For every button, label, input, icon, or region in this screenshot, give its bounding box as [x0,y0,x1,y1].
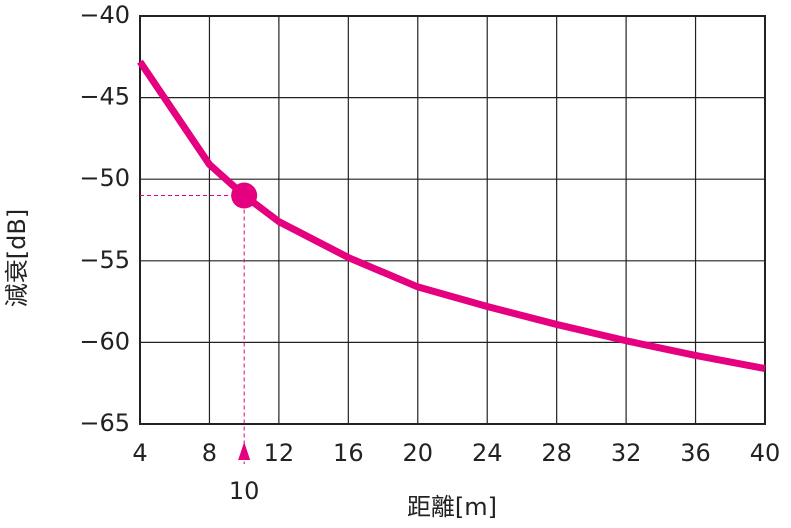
highlight-point [231,182,258,209]
y-tick-label: −60 [79,327,130,355]
y-axis-label: 減衰[dB] [3,209,31,307]
y-tick-label: −40 [79,1,130,29]
x-tick-label: 32 [611,439,642,467]
x-axis-label: 距離[m] [407,493,497,521]
x-tick-label: 4 [132,439,147,467]
x-tick-label: 12 [264,439,295,467]
highlight-label: 10 [229,477,260,505]
x-tick-label: 8 [202,439,217,467]
x-tick-label: 28 [541,439,572,467]
y-tick-label: −45 [79,83,130,111]
x-tick-label: 36 [680,439,711,467]
y-tick-label: −55 [79,246,130,274]
y-tick-label: −65 [79,409,130,437]
y-tick-label: −50 [79,164,130,192]
plot-frame [139,15,766,425]
x-tick-label: 40 [750,439,781,467]
x-tick-label: 16 [333,439,364,467]
data-line [137,59,766,372]
arrow-head [238,442,251,460]
x-tick-label: 20 [403,439,434,467]
x-tick-label: 24 [472,439,503,467]
